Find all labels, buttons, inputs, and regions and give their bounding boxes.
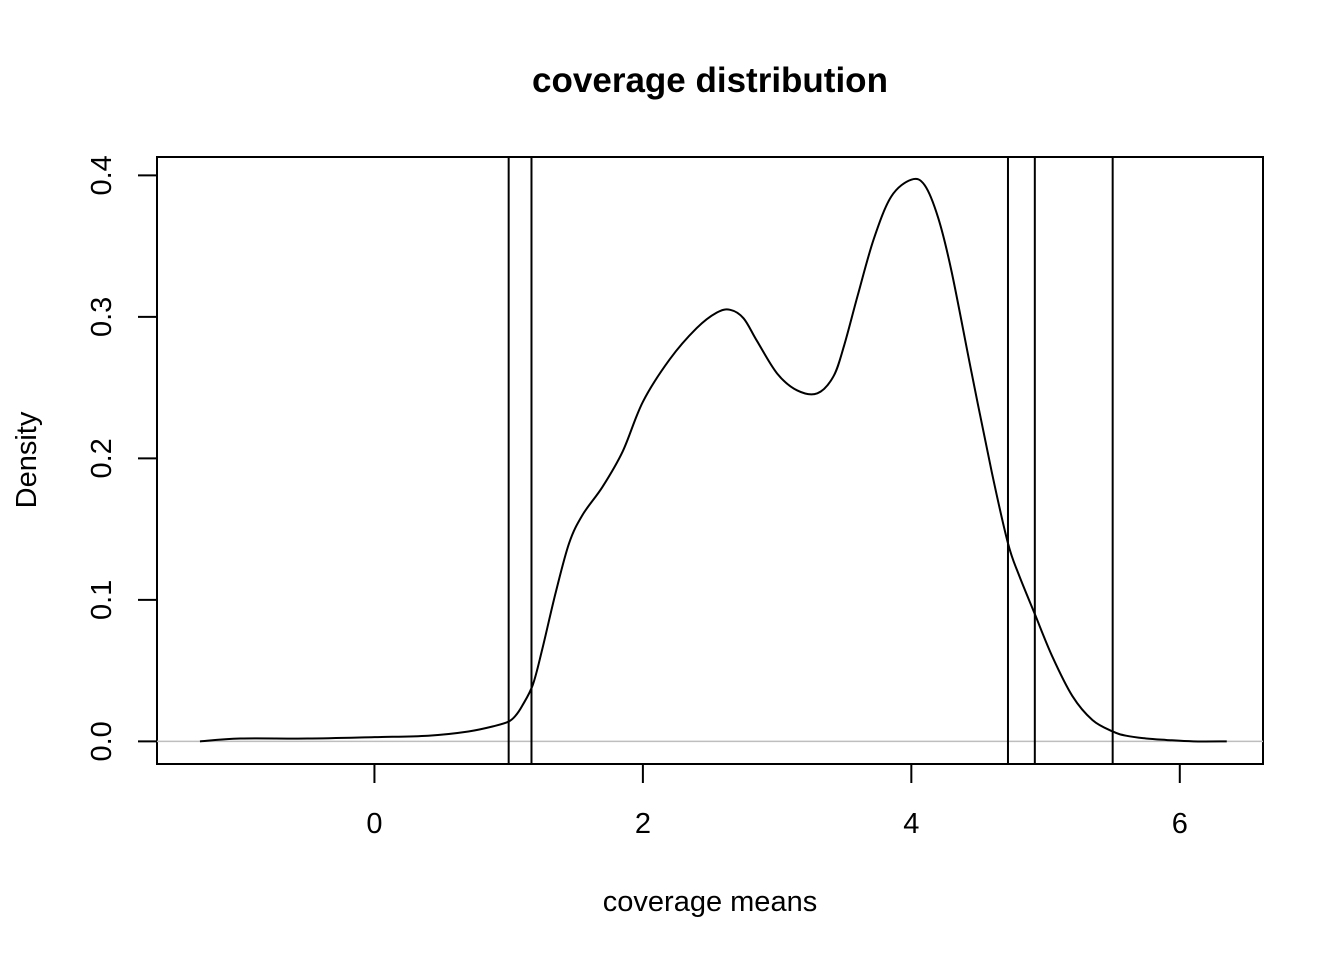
x-axis-label: coverage means	[603, 886, 817, 918]
density-curve	[199, 177, 1227, 743]
y-tick-label: 0.4	[86, 155, 118, 195]
y-axis: 0.0 0.1 0.2 0.3 0.4	[86, 155, 157, 762]
x-axis: 0 2 4 6	[366, 764, 1188, 840]
x-tick-label: 0	[366, 808, 382, 840]
chart-title: coverage distribution	[532, 61, 888, 100]
plot-frame	[156, 156, 1264, 765]
y-tick-label: 0.2	[86, 438, 118, 478]
y-tick-label: 0.0	[86, 721, 118, 761]
y-tick-label: 0.1	[86, 580, 118, 620]
x-tick-label: 6	[1172, 808, 1188, 840]
x-tick-label: 4	[903, 808, 919, 840]
y-tick-label: 0.3	[86, 297, 118, 337]
x-tick-label: 2	[635, 808, 651, 840]
y-axis-label: Density	[11, 411, 43, 508]
